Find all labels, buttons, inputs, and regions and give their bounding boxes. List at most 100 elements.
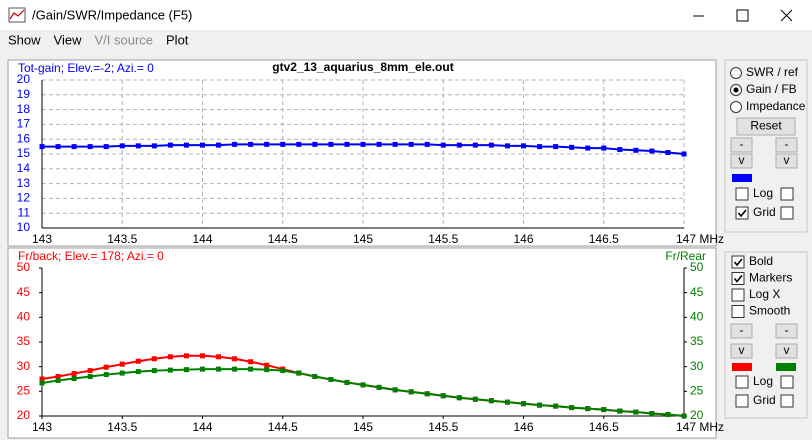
small-button[interactable]: [775, 153, 798, 169]
marker: [296, 141, 302, 147]
marker: [617, 408, 623, 414]
checkbox-label: Grid: [753, 393, 776, 407]
reset-button-label: Reset: [750, 119, 782, 133]
checkbox[interactable]: [731, 272, 745, 285]
maximize-button[interactable]: [736, 9, 749, 22]
marker: [87, 368, 93, 374]
small-button-label: -: [740, 323, 744, 337]
small-button[interactable]: [775, 343, 798, 359]
checkbox[interactable]: [780, 206, 794, 220]
series-label: Fr/back; Elev.= 178; Azi.= 0: [18, 249, 164, 263]
small-button[interactable]: [730, 137, 753, 153]
marker: [585, 406, 591, 412]
checkbox-label: Markers: [749, 271, 792, 285]
small-button[interactable]: [730, 323, 753, 339]
marker: [232, 356, 238, 362]
marker: [87, 374, 93, 380]
menu-item[interactable]: View: [54, 32, 83, 47]
marker: [103, 372, 109, 378]
small-button[interactable]: [775, 323, 798, 339]
x-tick-label: 144.5: [268, 420, 298, 434]
title-bar: [0, 0, 812, 30]
marker: [264, 367, 270, 373]
menu-item[interactable]: Plot: [166, 32, 189, 47]
x-tick-label: 145: [353, 420, 373, 434]
marker: [633, 147, 639, 153]
checkbox[interactable]: [735, 187, 749, 201]
x-tick-label: 145.5: [428, 420, 458, 434]
y-tick-label: 40: [17, 310, 31, 324]
radio[interactable]: [730, 67, 742, 79]
marker: [135, 143, 141, 149]
marker: [344, 141, 350, 147]
marker: [312, 374, 318, 380]
marker: [392, 387, 398, 393]
checkbox-label: Grid: [753, 205, 776, 219]
checkbox[interactable]: [735, 394, 749, 408]
y-tick-label: 20: [17, 72, 31, 86]
checkbox-label: Log X: [749, 287, 780, 301]
small-button[interactable]: [775, 137, 798, 153]
marker: [200, 353, 205, 359]
marker: [408, 389, 414, 395]
color-swatch[interactable]: [732, 174, 752, 182]
checkbox[interactable]: [780, 394, 794, 408]
marker: [55, 374, 61, 380]
checkbox[interactable]: [780, 187, 794, 201]
marker: [440, 142, 446, 148]
marker: [601, 407, 607, 413]
y-tick-label: 45: [17, 285, 31, 299]
close-button[interactable]: [780, 9, 793, 22]
marker: [264, 362, 270, 368]
chart-title: gtv2_13_aquarius_8mm_ele.out: [272, 60, 453, 74]
marker: [504, 143, 510, 149]
y-tick-label: 17: [17, 117, 31, 131]
radio[interactable]: [730, 101, 742, 113]
y-tick-label: 18: [17, 102, 31, 116]
checkbox[interactable]: [735, 375, 749, 389]
checkbox[interactable]: [735, 206, 749, 220]
checkbox-label: Log: [753, 374, 773, 388]
marker: [39, 376, 45, 382]
window-title: /Gain/SWR/Impedance (F5): [32, 7, 192, 22]
checkbox-label: Smooth: [749, 304, 790, 318]
small-button[interactable]: [730, 343, 753, 359]
marker: [665, 412, 671, 418]
radio-label: Impedance: [746, 99, 806, 113]
marker: [103, 144, 109, 150]
marker: [488, 398, 494, 404]
marker: [200, 142, 205, 148]
checkbox[interactable]: [780, 375, 794, 389]
marker: [681, 151, 687, 157]
marker: [504, 399, 510, 405]
radio-dot: [733, 87, 739, 93]
marker: [103, 364, 109, 370]
marker: [71, 144, 77, 150]
marker: [232, 366, 238, 372]
marker: [424, 141, 430, 147]
reset-button[interactable]: [736, 117, 796, 136]
color-swatch[interactable]: [776, 363, 796, 371]
marker: [248, 141, 254, 147]
x-tick-label: 144: [192, 232, 212, 246]
marker: [456, 142, 462, 148]
marker: [328, 141, 334, 147]
checkbox[interactable]: [731, 288, 745, 302]
checkbox[interactable]: [731, 305, 745, 318]
x-tick-label: 146.5: [589, 420, 619, 434]
y2-tick-label: 40: [690, 310, 704, 324]
color-swatch[interactable]: [732, 363, 752, 371]
checkbox[interactable]: [731, 255, 745, 269]
marker: [55, 144, 61, 150]
marker: [553, 403, 559, 409]
menu-item[interactable]: V/I source: [94, 32, 153, 47]
y2-tick-label: 25: [690, 384, 704, 398]
menu-item[interactable]: Show: [8, 32, 41, 47]
marker: [167, 142, 173, 148]
app-icon: [8, 7, 26, 23]
marker: [119, 361, 125, 367]
marker: [585, 145, 591, 151]
panel-frame: [724, 251, 808, 419]
small-button[interactable]: [730, 153, 753, 169]
